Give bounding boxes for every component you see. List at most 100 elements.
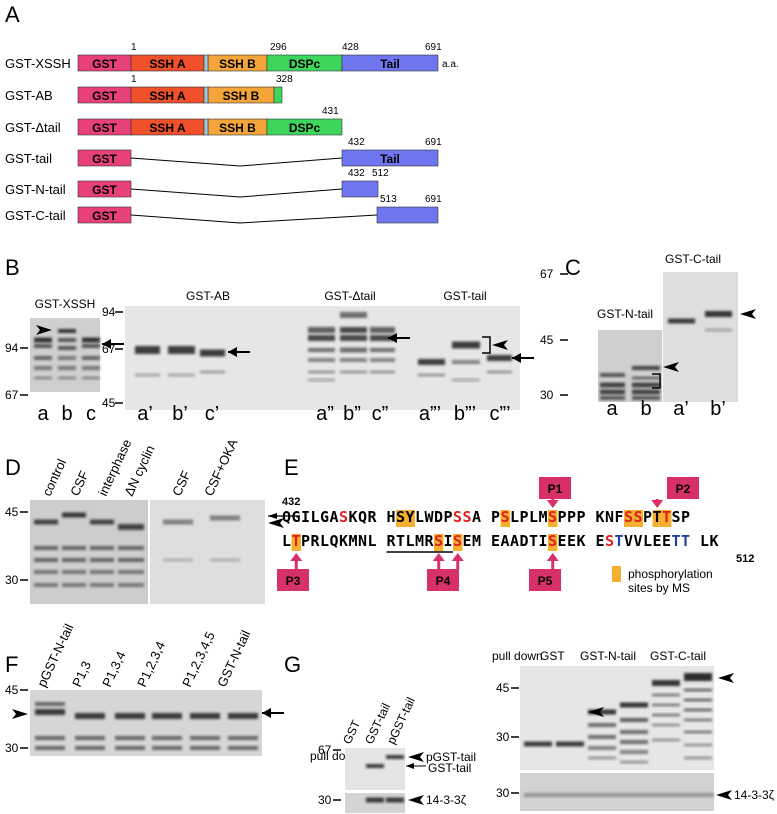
lane-label: GST-C-tail bbox=[650, 649, 706, 663]
legend-text: phosphorylation bbox=[628, 567, 713, 581]
mw-marker: 67 bbox=[5, 388, 19, 402]
lane-label: a’ bbox=[673, 398, 689, 420]
band bbox=[684, 698, 712, 702]
arrow-head bbox=[268, 513, 277, 519]
band bbox=[340, 358, 367, 362]
band bbox=[632, 396, 660, 400]
lane-label: GST-N-tail bbox=[580, 649, 636, 663]
panel-label: D bbox=[5, 455, 21, 480]
deletion-line bbox=[130, 214, 378, 224]
arrowhead bbox=[268, 518, 284, 528]
lane-label: CSF bbox=[169, 468, 194, 498]
arrow-head bbox=[262, 708, 271, 718]
lane-label: pGST-tail bbox=[384, 695, 418, 746]
band bbox=[600, 373, 625, 377]
mw-marker: 45 bbox=[5, 505, 19, 519]
band bbox=[600, 389, 625, 395]
band bbox=[62, 546, 86, 550]
domain bbox=[341, 180, 379, 198]
band bbox=[190, 713, 220, 719]
domain-label: GST bbox=[92, 152, 117, 166]
site-arrow-head bbox=[451, 553, 464, 561]
domain-label: DSPc bbox=[289, 57, 321, 71]
panel-label: C bbox=[565, 255, 581, 280]
ms-site bbox=[396, 510, 406, 527]
lane-label: c” bbox=[372, 403, 389, 425]
bracket bbox=[652, 373, 661, 389]
band bbox=[34, 570, 58, 574]
band bbox=[35, 709, 65, 715]
arrowhead bbox=[740, 309, 756, 319]
lane-label: GST bbox=[340, 717, 363, 746]
lane-label: b” bbox=[343, 403, 361, 425]
band bbox=[340, 347, 367, 353]
bracket bbox=[482, 336, 491, 354]
residue-number: 691 bbox=[425, 137, 442, 148]
band bbox=[58, 356, 76, 360]
band bbox=[600, 382, 625, 388]
site-label: P5 bbox=[538, 574, 553, 588]
lane-label: P1,2,3,4,5 bbox=[179, 629, 218, 689]
band bbox=[118, 558, 144, 562]
band bbox=[34, 356, 52, 360]
site-arrow-head bbox=[290, 553, 303, 561]
blot-title: GST-C-tail bbox=[665, 252, 721, 266]
band bbox=[308, 335, 335, 341]
blot-title: GST-N-tail bbox=[597, 307, 653, 321]
site-arrow-head bbox=[432, 553, 445, 561]
band bbox=[152, 713, 182, 719]
domain-label: SSH B bbox=[223, 89, 260, 103]
band bbox=[90, 583, 114, 587]
band bbox=[588, 746, 616, 750]
band bbox=[418, 359, 445, 365]
ms-site bbox=[291, 534, 301, 551]
band bbox=[684, 708, 712, 712]
site-label: P4 bbox=[436, 574, 451, 588]
band bbox=[34, 519, 58, 525]
band bbox=[34, 337, 52, 343]
band bbox=[90, 519, 114, 525]
lane-label: c’ bbox=[205, 403, 219, 425]
panel-label: B bbox=[5, 255, 20, 280]
mw-marker: 45 bbox=[5, 683, 19, 697]
gel bbox=[30, 690, 262, 756]
band bbox=[34, 344, 52, 348]
mw-marker: 94 bbox=[5, 341, 19, 355]
band bbox=[228, 736, 258, 740]
gel bbox=[345, 793, 405, 813]
lane-label: a bbox=[606, 398, 618, 420]
band bbox=[190, 746, 220, 750]
arrowhead bbox=[408, 795, 424, 805]
band bbox=[90, 570, 114, 574]
arrowhead bbox=[408, 752, 424, 762]
band bbox=[632, 376, 660, 380]
ms-site bbox=[624, 510, 634, 527]
band bbox=[652, 703, 680, 707]
band bbox=[62, 583, 86, 587]
domain bbox=[266, 118, 343, 136]
mw-marker: 30 bbox=[496, 730, 510, 744]
ms-site bbox=[548, 534, 558, 551]
site-box bbox=[529, 569, 561, 591]
band bbox=[620, 702, 648, 708]
residue-number: 431 bbox=[322, 106, 339, 117]
domain-label: Tail bbox=[380, 152, 400, 166]
residue-number: 1 bbox=[131, 74, 137, 85]
mw-marker: 30 bbox=[5, 573, 19, 587]
band bbox=[556, 741, 584, 747]
mw-marker: 30 bbox=[540, 388, 554, 402]
band bbox=[620, 730, 648, 734]
domain-label: GST bbox=[92, 89, 117, 103]
lane-label: c”’ bbox=[489, 403, 510, 425]
site-arrow-head bbox=[546, 500, 559, 508]
domain bbox=[341, 54, 439, 72]
arrow-head bbox=[512, 353, 521, 363]
blot-title: GST-Δtail bbox=[324, 289, 375, 303]
domain-label: SSH A bbox=[149, 57, 186, 71]
band bbox=[35, 702, 65, 706]
legend-text: sites by MS bbox=[628, 581, 690, 595]
band bbox=[118, 524, 144, 530]
site-label: P3 bbox=[286, 574, 301, 588]
lane-label: b bbox=[61, 403, 72, 425]
